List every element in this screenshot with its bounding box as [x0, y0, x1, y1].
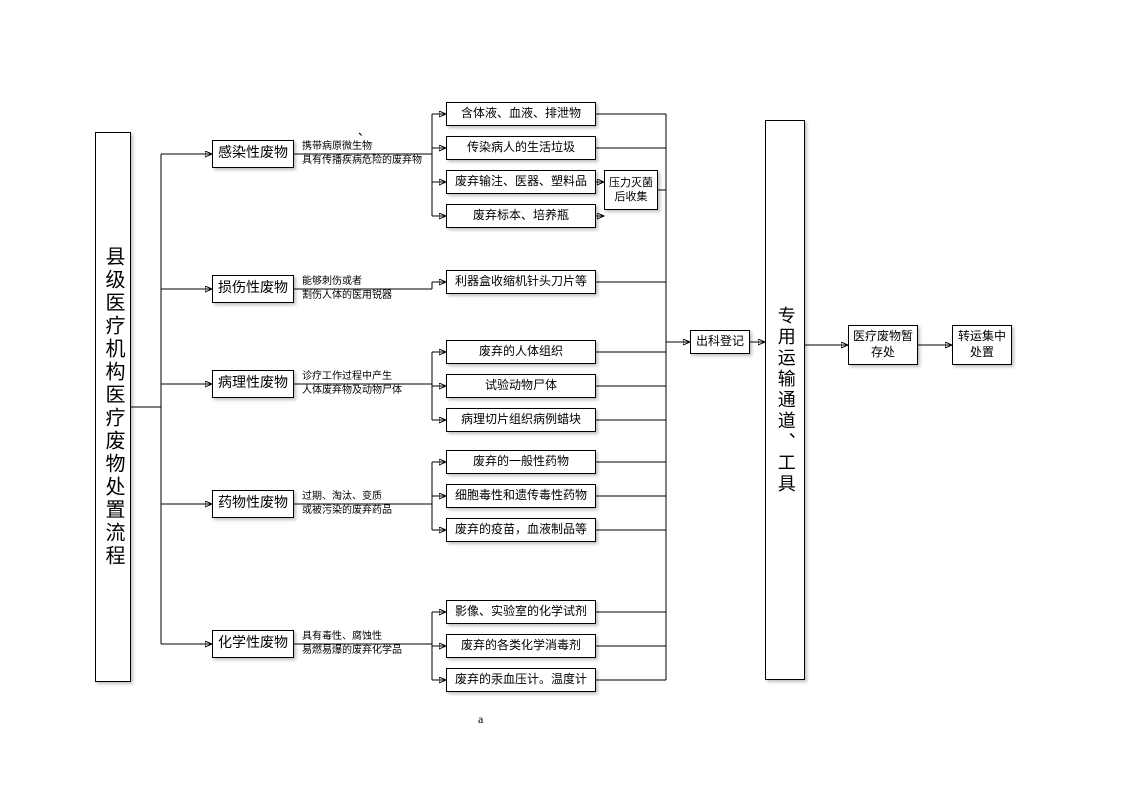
category-cat2: 损伤性废物: [212, 275, 294, 303]
item-box: 废弃的汞血压计。温度计: [446, 668, 596, 692]
item-label: 废弃的一般性药物: [473, 454, 569, 470]
register-box: 出科登记: [690, 330, 750, 354]
item-box: 废弃的疫苗，血液制品等: [446, 518, 596, 542]
annotation-line: 或被污染的废弃药品: [302, 504, 392, 518]
disposal-box: 转运集中处置: [952, 325, 1012, 365]
item-label: 废弃输注、医器、塑料品: [455, 174, 587, 190]
item-box: 废弃的各类化学消毒剂: [446, 634, 596, 658]
stray-caret: 、: [358, 122, 370, 139]
category-label: 药物性废物: [218, 495, 288, 513]
disposal-label: 转运集中处置: [955, 329, 1009, 360]
category-label: 感染性废物: [218, 145, 288, 163]
item-label: 废弃的人体组织: [479, 344, 563, 360]
register-label: 出科登记: [696, 334, 744, 350]
item-label: 废弃的汞血压计。温度计: [455, 672, 587, 688]
annotation-line: 能够刺伤或者: [302, 275, 362, 289]
category-cat1: 感染性废物: [212, 140, 294, 168]
item-label: 废弃的疫苗，血液制品等: [455, 522, 587, 538]
aux-label: 压力灭菌后收集: [607, 176, 655, 205]
item-label: 废弃的各类化学消毒剂: [461, 638, 581, 654]
item-box: 传染病人的生活垃圾: [446, 136, 596, 160]
category-cat5: 化学性废物: [212, 630, 294, 658]
annotation-line: 诊疗工作过程中产生: [302, 370, 392, 384]
item-label: 试验动物尸体: [485, 378, 557, 394]
item-box: 利器盒收缩机针头刀片等: [446, 270, 596, 294]
category-label: 病理性废物: [218, 375, 288, 393]
title-text: 县级医疗机构医疗废物处置流程: [100, 246, 126, 568]
item-box: 细胞毒性和遗传毒性药物: [446, 484, 596, 508]
item-label: 废弃标本、培养瓶: [473, 208, 569, 224]
aux-pressure-sterilize-box: 压力灭菌后收集: [604, 170, 658, 210]
transport-label: 专用运输通道、工具: [773, 306, 796, 495]
storage-box: 医疗废物暂存处: [848, 325, 918, 365]
title-box: 县级医疗机构医疗废物处置流程: [95, 132, 131, 682]
item-box: 废弃的人体组织: [446, 340, 596, 364]
transport-box: 专用运输通道、工具: [765, 120, 805, 680]
annotation-line: 具有传播疾病危险的废弃物: [302, 154, 422, 168]
item-box: 影像、实验室的化学试剂: [446, 600, 596, 624]
item-box: 废弃的一般性药物: [446, 450, 596, 474]
annotation-line: 具有毒性、腐蚀性: [302, 630, 382, 644]
storage-label: 医疗废物暂存处: [851, 329, 915, 360]
item-label: 传染病人的生活垃圾: [467, 140, 575, 156]
annotation-line: 人体废弃物及动物尸体: [302, 384, 402, 398]
item-box: 废弃标本、培养瓶: [446, 204, 596, 228]
stray-a: a: [478, 712, 483, 727]
item-box: 废弃输注、医器、塑料品: [446, 170, 596, 194]
item-label: 含体液、血液、排泄物: [461, 106, 581, 122]
item-box: 病理切片组织病例蜡块: [446, 408, 596, 432]
category-label: 化学性废物: [218, 635, 288, 653]
category-cat3: 病理性废物: [212, 370, 294, 398]
annotation-line: 割伤人体的医用锐器: [302, 289, 392, 303]
item-box: 试验动物尸体: [446, 374, 596, 398]
annotation-line: 过期、淘汰、变质: [302, 490, 382, 504]
item-label: 病理切片组织病例蜡块: [461, 412, 581, 428]
category-label: 损伤性废物: [218, 280, 288, 298]
category-cat4: 药物性废物: [212, 490, 294, 518]
item-label: 影像、实验室的化学试剂: [455, 604, 587, 620]
item-box: 含体液、血液、排泄物: [446, 102, 596, 126]
annotation-line: 携带病原微生物: [302, 140, 372, 154]
annotation-line: 易燃易爆的废弃化学品: [302, 644, 402, 658]
item-label: 利器盒收缩机针头刀片等: [455, 274, 587, 290]
item-label: 细胞毒性和遗传毒性药物: [455, 488, 587, 504]
